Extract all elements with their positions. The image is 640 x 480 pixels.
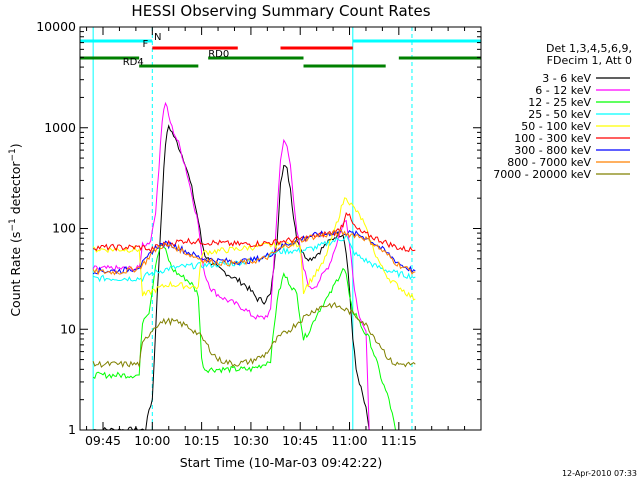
x-tick-label: 10:15 xyxy=(184,433,220,448)
series-line-100-300-kev xyxy=(92,211,416,253)
plot-frame xyxy=(79,26,482,431)
series-line-50-100-kev xyxy=(92,197,416,301)
legend-label: 12 - 25 keV xyxy=(528,96,591,109)
legend-header-line-1: Det 1,3,4,5,6,9, xyxy=(546,42,632,55)
y-tick-label: 1 xyxy=(68,422,76,437)
x-axis: 09:45 10:00 10:15 10:30 10:45 11:00 11:15 xyxy=(85,27,482,448)
series-line-7000-20000-kev xyxy=(92,301,416,369)
status-bar-label-rd4: RD4 xyxy=(123,57,144,68)
y-axis: 1 10 100 1000 10000 xyxy=(36,19,481,437)
x-axis-label: Start Time (10-Mar-03 09:42:22) xyxy=(180,455,383,470)
series-line-300-800-kev xyxy=(92,229,416,275)
x-tick-label: 11:00 xyxy=(332,433,368,448)
series-line-12-25-kev xyxy=(92,243,396,430)
y-tick-label: 1000 xyxy=(44,120,76,135)
series-line-6-12-kev xyxy=(92,101,370,430)
legend: Det 1,3,4,5,6,9, FDecim 1, Att 0 3 - 6 k… xyxy=(493,42,632,181)
legend-label: 6 - 12 keV xyxy=(535,84,591,97)
status-bar-label-f: F xyxy=(142,39,148,50)
legend-header-line-2: FDecim 1, Att 0 xyxy=(547,54,632,67)
x-tick-label: 10:45 xyxy=(282,433,318,448)
x-tick-label: 09:45 xyxy=(85,433,121,448)
status-bar-labels: NF RD0 RD4 xyxy=(123,32,229,68)
footer-timestamp: 12-Apr-2010 07:33 xyxy=(562,469,637,478)
legend-label: 100 - 300 keV xyxy=(514,132,591,145)
x-tick-label: 10:30 xyxy=(233,433,269,448)
y-tick-label: 100 xyxy=(52,221,76,236)
y-axis-label: Count Rate (s−1 detector−1) xyxy=(8,143,23,316)
legend-label: 800 - 7000 keV xyxy=(507,156,591,169)
legend-label: 50 - 100 keV xyxy=(521,120,591,133)
status-bar-label-n: N xyxy=(154,32,161,43)
legend-label: 25 - 50 keV xyxy=(528,108,591,121)
y-tick-label: 10 xyxy=(60,321,76,336)
legend-label: 3 - 6 keV xyxy=(542,72,591,85)
series-line-800-7000-kev xyxy=(92,229,416,276)
chart-title: HESSI Observing Summary Count Rates xyxy=(131,2,430,20)
x-tick-label: 10:00 xyxy=(134,433,170,448)
legend-label: 7000 - 20000 keV xyxy=(493,168,591,181)
y-tick-label: 10000 xyxy=(36,19,76,34)
x-tick-label: 11:15 xyxy=(381,433,417,448)
status-bar-label-rd0: RD0 xyxy=(208,49,229,60)
legend-label: 300 - 800 keV xyxy=(514,144,591,157)
series-line-3-6-kev xyxy=(92,124,370,430)
